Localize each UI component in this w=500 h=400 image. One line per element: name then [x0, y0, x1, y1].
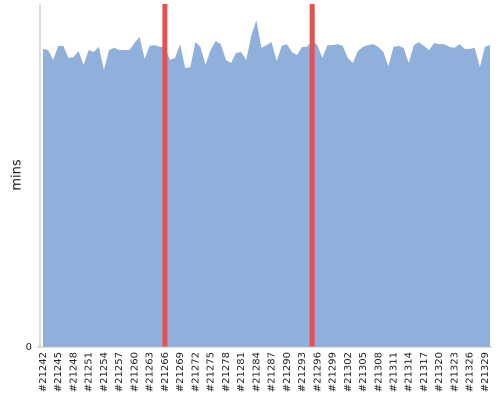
x-tick-label: #21320	[434, 352, 445, 392]
y-tick-label: 0	[26, 342, 32, 353]
x-tick-label: #21323	[449, 352, 460, 392]
x-tick-label: #21254	[99, 352, 110, 392]
x-tick-label: #21248	[68, 352, 79, 392]
x-tick-label: #21269	[175, 352, 186, 392]
bar	[162, 4, 168, 347]
x-tick-label: #21311	[388, 352, 399, 392]
bar	[309, 4, 315, 347]
x-tick-label: #21293	[297, 352, 308, 392]
x-tick-label: #21260	[129, 352, 140, 392]
x-tick-label: #21251	[84, 352, 95, 392]
x-tick-label: #21329	[480, 352, 491, 392]
x-tick-label: #21287	[267, 352, 278, 392]
x-tick-label: #21296	[312, 352, 323, 392]
y-axis-label: mins	[10, 159, 25, 191]
x-tick-label: #21290	[282, 352, 293, 392]
x-tick-label: #21242	[38, 352, 49, 392]
plot-area	[43, 4, 490, 347]
area	[43, 20, 490, 347]
x-tick-label: #21275	[206, 352, 217, 392]
x-tick-label: #21278	[221, 352, 232, 392]
x-tick-label: #21305	[358, 352, 369, 392]
x-tick-label: #21257	[114, 352, 125, 392]
x-tick-label: #21326	[465, 352, 476, 392]
x-tick-label: #21281	[236, 352, 247, 392]
x-tick-label: #21299	[328, 352, 339, 392]
x-tick-label: #21245	[53, 352, 64, 392]
x-tick-label: #21284	[251, 352, 262, 392]
x-tick-label: #21302	[343, 352, 354, 392]
x-tick-label: #21266	[160, 352, 171, 392]
x-tick-label: #21263	[145, 352, 156, 392]
x-tick-label: #21308	[373, 352, 384, 392]
x-tick-label: #21317	[419, 352, 430, 392]
x-tick-label: #21314	[404, 352, 415, 392]
x-tick-label: #21272	[190, 352, 201, 392]
